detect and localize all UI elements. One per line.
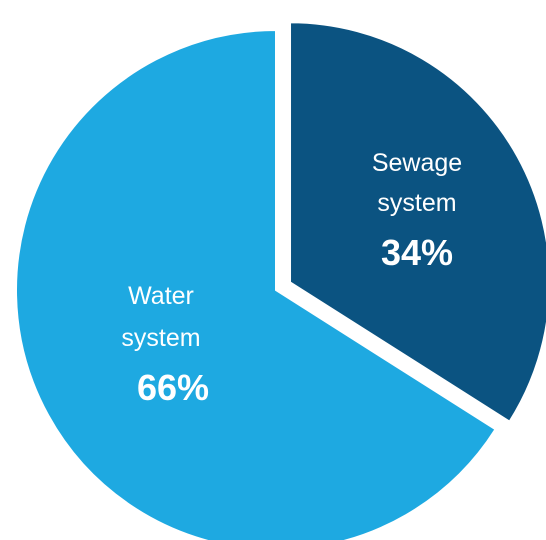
slice-label-water-line2: system <box>121 324 200 352</box>
slice-label-water-line1: Water <box>128 282 194 310</box>
slice-value-sewage: 34% <box>381 232 453 273</box>
pie-slice-sewage <box>289 21 546 423</box>
slice-label-sewage-line2: system <box>377 189 456 217</box>
slice-value-water: 66% <box>137 367 209 408</box>
pie-slice-water <box>15 28 497 540</box>
pie-slices <box>15 21 546 540</box>
slice-label-sewage-line1: Sewage <box>372 149 462 177</box>
